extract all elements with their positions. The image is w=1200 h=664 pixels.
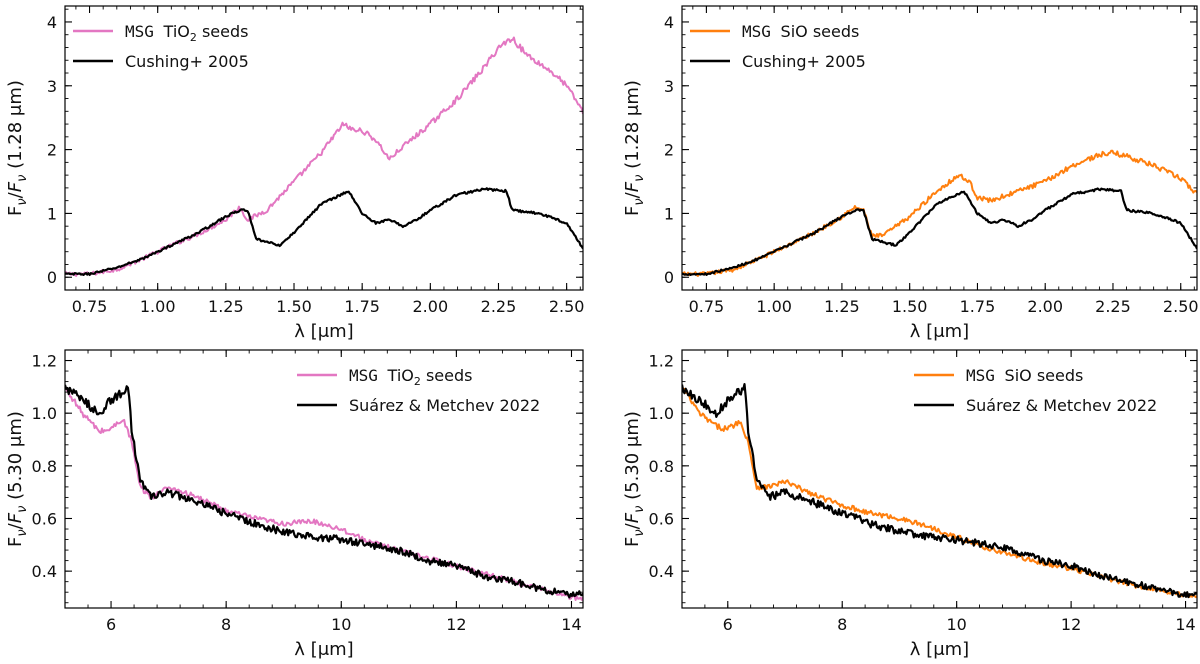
x-tick-label: 1.50 xyxy=(892,297,928,316)
x-tick-label: 8 xyxy=(221,615,231,634)
x-tick-label: 2.25 xyxy=(481,297,517,316)
y-tick-label: 4 xyxy=(47,13,57,32)
y-tick-label: 2 xyxy=(664,141,674,160)
y-tick-label: 1 xyxy=(47,204,57,223)
x-tick-label: 2.25 xyxy=(1095,297,1131,316)
y-axis-label: Fν/Fν (5.30 μm) xyxy=(5,411,30,547)
y-tick-label: 1.2 xyxy=(649,352,674,371)
y-tick-label: 1.0 xyxy=(32,404,57,423)
legend-label: MSG TiO2 seeds xyxy=(125,22,248,44)
x-tick-label: 14 xyxy=(1175,615,1195,634)
x-axis-label: λ [μm] xyxy=(910,639,969,660)
y-tick-label: 4 xyxy=(664,13,674,32)
chart-panel-br: 6 8 10 12 14 0.4 0.6 0.8 1.0 1.2 λ [μm] Fν/Fν (5.30… xyxy=(622,349,1198,660)
chart-panel-tr: 0.75 1.00 1.25 1.50 1.75 2.00 2.25 2.50 0 1 2 3 4 λ [… xyxy=(622,5,1199,342)
legend: MSG TiO2 seeds Suárez & Metchev 2022 xyxy=(297,366,540,415)
x-tick-label: 2.50 xyxy=(1163,297,1199,316)
series-line-observed xyxy=(65,187,583,276)
axes-frame xyxy=(64,5,584,291)
legend-label: MSG SiO seeds xyxy=(742,22,859,41)
y-tick-label: 0 xyxy=(664,268,674,287)
x-tick-label: 1.25 xyxy=(824,297,860,316)
x-tick-label: 0.75 xyxy=(689,297,725,316)
y-tick-label: 1.2 xyxy=(32,352,57,371)
x-tick-label: 6 xyxy=(106,615,116,634)
axes-frame xyxy=(681,5,1198,291)
legend: MSG SiO seeds Cushing+ 2005 xyxy=(690,22,866,71)
legend-label: Suárez & Metchev 2022 xyxy=(349,396,540,415)
series-line-model xyxy=(65,385,583,601)
legend: MSG TiO2 seeds Cushing+ 2005 xyxy=(73,22,249,71)
chart-panel-tl: 0.75 1.00 1.25 1.50 1.75 2.00 2.25 2.50 0 1 2 3 4 λ [… xyxy=(5,5,585,342)
y-tick-label: 0.4 xyxy=(649,562,674,581)
x-tick-label: 0.75 xyxy=(72,297,108,316)
y-tick-label: 3 xyxy=(664,77,674,96)
y-tick-label: 0.8 xyxy=(649,457,674,476)
x-tick-label: 2.50 xyxy=(549,297,585,316)
y-tick-label: 1 xyxy=(664,204,674,223)
x-tick-label: 8 xyxy=(837,615,847,634)
y-tick-label: 0.8 xyxy=(32,457,57,476)
x-axis-label: λ [μm] xyxy=(294,321,353,342)
series-line-model xyxy=(682,385,1197,599)
x-tick-label: 1.75 xyxy=(344,297,380,316)
x-tick-label: 1.00 xyxy=(140,297,176,316)
x-tick-label: 12 xyxy=(1061,615,1081,634)
x-tick-label: 12 xyxy=(446,615,466,634)
series-line-observed xyxy=(682,383,1197,599)
y-tick-label: 0 xyxy=(47,268,57,287)
y-tick-label: 0.4 xyxy=(32,562,57,581)
x-tick-label: 1.50 xyxy=(276,297,312,316)
y-tick-label: 3 xyxy=(47,77,57,96)
y-axis-label: Fν/Fν (1.28 μm) xyxy=(622,80,647,216)
series-line-observed xyxy=(65,384,583,599)
y-tick-label: 1.0 xyxy=(649,404,674,423)
chart-panel-bl: 6 8 10 12 14 0.4 0.6 0.8 1.0 1.2 λ [μm] Fν/Fν (5.30… xyxy=(5,349,584,660)
legend-label: Cushing+ 2005 xyxy=(742,52,866,71)
x-tick-label: 6 xyxy=(723,615,733,634)
y-axis-label: Fν/Fν (1.28 μm) xyxy=(5,80,30,216)
series-line-observed xyxy=(682,187,1197,276)
x-tick-label: 2.00 xyxy=(413,297,449,316)
axes-frame xyxy=(681,349,1198,609)
x-axis-label: λ [μm] xyxy=(910,321,969,342)
x-tick-label: 10 xyxy=(331,615,351,634)
legend-label: Suárez & Metchev 2022 xyxy=(966,396,1157,415)
legend-label: MSG SiO seeds xyxy=(966,366,1083,385)
legend-label: Cushing+ 2005 xyxy=(125,52,249,71)
x-tick-label: 14 xyxy=(561,615,581,634)
x-axis-label: λ [μm] xyxy=(294,639,353,660)
x-tick-label: 1.25 xyxy=(208,297,244,316)
x-tick-label: 1.00 xyxy=(756,297,792,316)
y-tick-label: 0.6 xyxy=(32,509,57,528)
axes-frame xyxy=(64,349,584,609)
legend: MSG SiO seeds Suárez & Metchev 2022 xyxy=(914,366,1157,415)
x-tick-label: 10 xyxy=(946,615,966,634)
y-axis-label: Fν/Fν (5.30 μm) xyxy=(622,411,647,547)
y-tick-label: 2 xyxy=(47,141,57,160)
y-tick-label: 0.6 xyxy=(649,509,674,528)
x-tick-label: 1.75 xyxy=(960,297,996,316)
x-tick-label: 2.00 xyxy=(1027,297,1063,316)
series-line-model xyxy=(65,36,583,277)
legend-label: MSG TiO2 seeds xyxy=(349,366,472,388)
